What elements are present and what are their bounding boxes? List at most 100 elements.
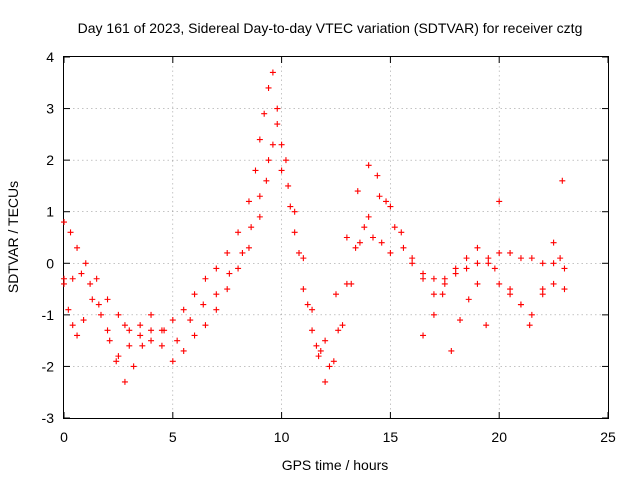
data-point: [97, 311, 104, 318]
data-point: [365, 213, 372, 220]
data-point: [269, 69, 276, 76]
data-point: [256, 213, 263, 220]
data-point: [330, 358, 337, 365]
data-point: [517, 301, 524, 308]
data-point: [252, 167, 259, 174]
data-point: [74, 244, 81, 251]
data-point: [474, 244, 481, 251]
data-point: [343, 280, 350, 287]
data-point: [78, 270, 85, 277]
data-point: [420, 332, 427, 339]
data-point: [169, 358, 176, 365]
data-point: [89, 296, 96, 303]
y-tick-label: -2: [42, 358, 55, 374]
data-point: [441, 275, 448, 282]
data-point: [61, 275, 67, 282]
data-point: [507, 249, 514, 256]
data-point: [287, 203, 294, 210]
data-point: [274, 105, 281, 112]
data-point: [550, 280, 557, 287]
data-point: [561, 265, 568, 272]
y-tick-label: 0: [46, 255, 54, 271]
data-point: [282, 157, 289, 164]
data-point: [304, 301, 311, 308]
data-point: [400, 244, 407, 251]
data-point: [317, 347, 324, 354]
data-point: [313, 342, 320, 349]
y-tick-label: 1: [46, 204, 54, 220]
data-point: [115, 311, 122, 318]
data-point: [200, 301, 207, 308]
data-point: [448, 347, 455, 354]
data-point: [239, 249, 246, 256]
data-point: [130, 363, 137, 370]
data-point: [104, 327, 111, 334]
data-point: [161, 327, 168, 334]
data-point: [374, 172, 381, 179]
data-point: [148, 337, 155, 344]
data-point: [517, 255, 524, 262]
x-tick-label: 15: [383, 429, 399, 445]
data-point: [82, 260, 89, 267]
data-point: [441, 280, 448, 287]
data-point: [496, 249, 503, 256]
data-point: [420, 275, 427, 282]
data-point: [333, 291, 339, 298]
data-point: [93, 275, 100, 282]
x-tick-label: 10: [274, 429, 290, 445]
data-point: [296, 249, 303, 256]
data-point: [559, 177, 566, 184]
data-point: [235, 265, 242, 272]
data-point: [65, 306, 72, 313]
data-point: [483, 322, 490, 329]
data-point: [187, 317, 194, 324]
data-point: [369, 234, 376, 241]
data-point: [261, 110, 268, 117]
data-point: [491, 265, 498, 272]
data-point: [365, 162, 372, 169]
data-point: [387, 203, 394, 210]
data-point: [245, 198, 252, 205]
data-point: [126, 327, 133, 334]
data-point: [87, 280, 94, 287]
data-point: [354, 188, 361, 195]
data-point: [126, 342, 133, 349]
data-point: [356, 239, 363, 246]
data-point: [550, 260, 557, 267]
data-point: [557, 255, 564, 262]
data-point: [265, 157, 272, 164]
data-point: [235, 229, 242, 236]
data-point: [158, 342, 165, 349]
data-point: [248, 224, 255, 231]
data-point: [274, 121, 281, 128]
data-point: [439, 291, 446, 298]
data-point: [256, 136, 263, 143]
data-point: [285, 182, 292, 189]
data-point: [391, 224, 398, 231]
data-point: [507, 291, 514, 298]
data-point: [300, 286, 307, 293]
data-point: [202, 322, 209, 329]
data-point: [409, 260, 416, 267]
data-point: [339, 322, 346, 329]
data-point: [213, 265, 220, 272]
data-point: [278, 141, 285, 148]
data-point: [474, 280, 481, 287]
data-point: [539, 286, 546, 293]
data-point: [245, 244, 252, 251]
data-point: [61, 280, 67, 287]
data-point: [430, 311, 437, 318]
y-tick-label: -3: [42, 410, 55, 426]
data-point: [343, 234, 350, 241]
data-point: [485, 255, 492, 262]
x-tick-label: 25: [600, 429, 616, 445]
data-point: [452, 270, 459, 277]
x-axis-label: GPS time / hours: [282, 457, 389, 473]
y-tick-label: 3: [46, 101, 54, 117]
data-point: [300, 255, 307, 262]
y-tick-label: -1: [42, 307, 55, 323]
data-point: [113, 358, 120, 365]
data-point: [139, 342, 146, 349]
data-point: [309, 306, 316, 313]
